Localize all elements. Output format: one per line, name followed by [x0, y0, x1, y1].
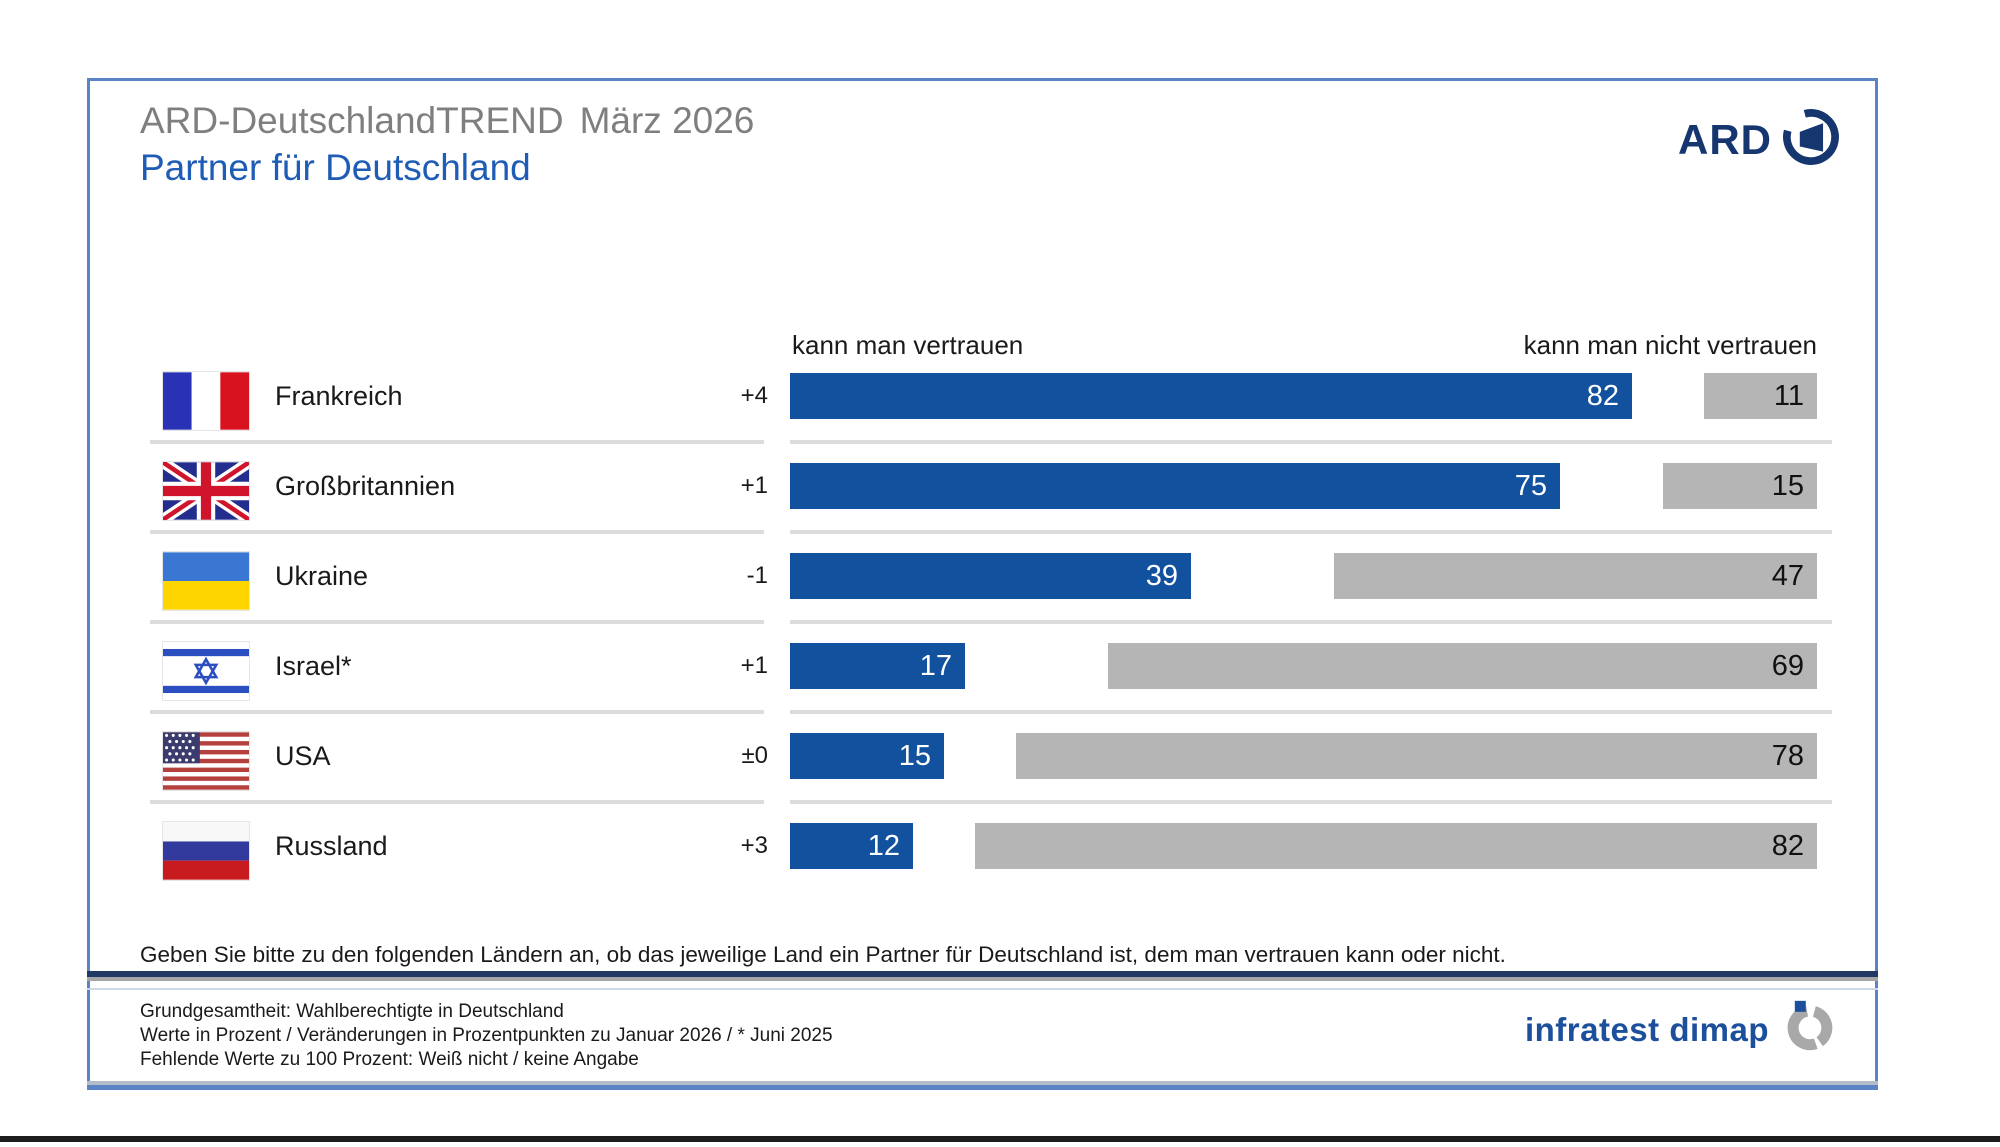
divider-navy: [87, 971, 1878, 977]
no-trust-value: 47: [1771, 559, 1804, 592]
change-value: +1: [740, 472, 768, 499]
flag-usa-icon: [163, 732, 249, 790]
footnote-line: Fehlende Werte zu 100 Prozent: Weiß nich…: [140, 1049, 639, 1070]
country-label: Russland: [275, 830, 388, 861]
change-value: +3: [740, 832, 768, 859]
no-trust-bar: 15: [1663, 463, 1817, 509]
no-trust-bar: 78: [1016, 733, 1817, 779]
row-divider: [150, 710, 764, 714]
row-usa: USA ±0 15 78: [0, 730, 2000, 820]
infratest-dimap-logo: infratest dimap: [1525, 998, 1837, 1061]
no-trust-value: 69: [1771, 649, 1804, 682]
change-value: ±0: [741, 742, 768, 769]
trust-value: 17: [919, 649, 952, 682]
no-trust-value: 78: [1771, 739, 1804, 772]
row-divider: [150, 440, 764, 444]
country-label: Israel*: [275, 650, 352, 681]
trust-bar: 75: [790, 463, 1560, 509]
infratest-dimap-text: infratest dimap: [1524, 1010, 1769, 1048]
trust-value: 39: [1145, 559, 1178, 592]
legend-trust: kann man vertrauen: [792, 330, 1024, 360]
country-label: USA: [275, 740, 331, 771]
footnotes: Grundgesamtheit: Wahlberechtigte in Deut…: [140, 1000, 833, 1072]
slide-frame-bottom-edge: [87, 1081, 1878, 1090]
divider-light: [87, 988, 1878, 990]
country-label: Ukraine: [275, 560, 369, 591]
flag-russia-icon: [163, 822, 249, 880]
row-divider: [150, 800, 764, 804]
row-divider: [790, 440, 1832, 444]
legend-no-trust: kann man nicht vertrauen: [1523, 330, 1817, 360]
flag-israel-icon: [163, 642, 249, 700]
footnote-line: Werte in Prozent / Veränderungen in Proz…: [140, 1025, 833, 1046]
row-divider: [150, 620, 764, 624]
ard-logo: ARD: [1678, 106, 1842, 173]
row-divider: [790, 620, 1832, 624]
footnote-line: Grundgesamtheit: Wahlberechtigte in Deut…: [140, 1001, 564, 1022]
change-value: +4: [740, 382, 768, 409]
divider-gray: [87, 977, 1878, 981]
trust-bar: 39: [790, 553, 1191, 599]
trust-bar: 12: [790, 823, 913, 869]
trust-value: 15: [898, 739, 931, 772]
flag-uk-icon: [163, 462, 249, 520]
no-trust-value: 11: [1773, 379, 1804, 412]
row-russland: Russland +3 12 82: [0, 820, 2000, 910]
trust-bar: 15: [790, 733, 944, 779]
row-grossbritannien: Großbritannien +1 75 15: [0, 460, 2000, 550]
report-kicker: ARD-DeutschlandTREND März 2026: [140, 100, 754, 142]
row-divider: [790, 710, 1832, 714]
page-title: Partner für Deutschland: [140, 147, 531, 188]
row-ukraine: Ukraine -1 39 47: [0, 550, 2000, 640]
row-frankreich: Frankreich +4 82 11: [0, 370, 2000, 460]
page-bottom-rule: [0, 1136, 2000, 1142]
ard-one-circle-icon: [1780, 106, 1842, 173]
row-divider: [790, 800, 1832, 804]
trust-value: 75: [1514, 469, 1547, 502]
row-divider: [790, 530, 1832, 534]
change-value: -1: [746, 562, 768, 589]
no-trust-bar: 11: [1704, 373, 1817, 419]
flag-france-icon: [163, 372, 249, 430]
no-trust-bar: 82: [975, 823, 1817, 869]
trust-bar: 17: [790, 643, 965, 689]
trust-bar: 82: [790, 373, 1632, 419]
flag-ukraine-icon: [163, 552, 249, 610]
kicker-date: März 2026: [579, 100, 755, 141]
trust-value: 82: [1586, 379, 1619, 412]
survey-question: Geben Sie bitte zu den folgenden Ländern…: [140, 942, 1506, 967]
no-trust-value: 82: [1771, 829, 1804, 862]
row-divider: [150, 530, 764, 534]
ard-logo-text: ARD: [1678, 115, 1772, 163]
change-value: +1: [740, 652, 768, 679]
kicker-brand: ARD-DeutschlandTREND: [140, 100, 564, 141]
no-trust-bar: 47: [1334, 553, 1817, 599]
country-label: Frankreich: [275, 380, 403, 411]
no-trust-bar: 69: [1108, 643, 1817, 689]
no-trust-value: 15: [1771, 469, 1804, 502]
row-israel: Israel* +1 17 69: [0, 640, 2000, 730]
country-label: Großbritannien: [275, 470, 456, 501]
infratest-dimap-mark-icon: [1783, 998, 1837, 1061]
trust-value: 12: [867, 829, 900, 862]
